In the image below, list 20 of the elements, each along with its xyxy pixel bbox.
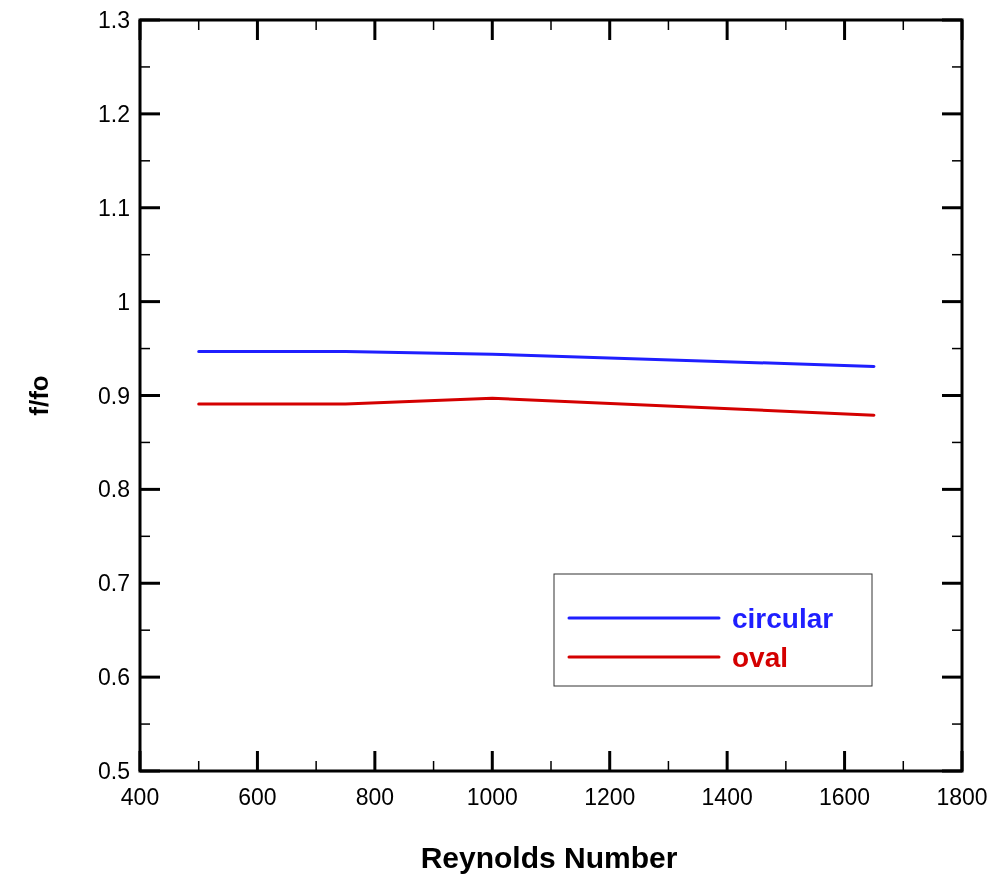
y-axis-title: f/fo [24,375,54,416]
y-tick-label: 0.8 [98,476,130,503]
x-tick-label: 1400 [701,784,753,810]
y-tick-label: 0.7 [98,570,130,597]
y-tick-label: 0.9 [98,382,130,409]
x-tick-label: 1600 [818,784,871,810]
x-tick-label: 1200 [584,784,636,810]
y-tick-label: 0.6 [98,664,130,691]
x-tick-label: 800 [355,784,395,810]
legend: circular oval [553,573,873,687]
y-tick-label: 0.5 [98,758,130,784]
y-tick-label: 1.2 [98,100,130,127]
x-tick-label: 1800 [936,784,988,810]
x-tick-label: 600 [238,784,277,810]
y-tick-label: 1.3 [98,7,130,33]
x-axis-title: Reynolds Number [420,841,678,874]
x-tick-label: 400 [120,784,160,810]
x-tick-label: 1000 [466,784,518,810]
y-tick-label: 1 [117,288,130,315]
y-tick-label: 1.1 [98,194,130,221]
